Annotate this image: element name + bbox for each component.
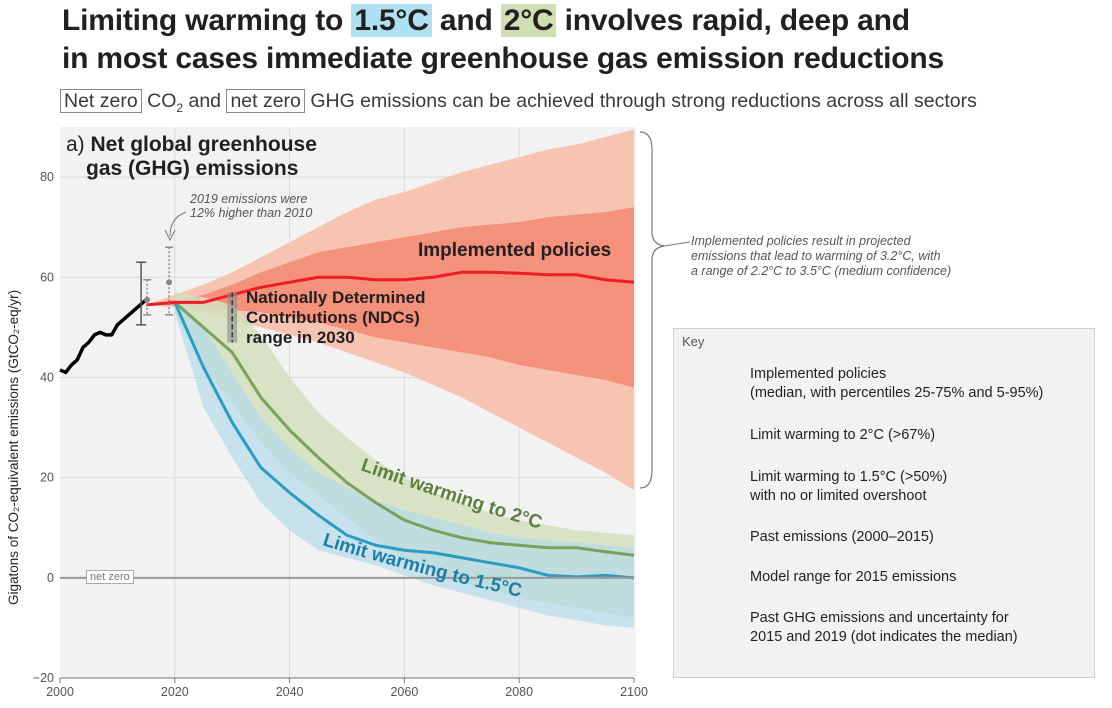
key-item-limit-1-5-line2: with no or limited overshoot	[750, 488, 927, 504]
y-tick-label: 40	[40, 370, 54, 384]
key-item-past-line1: Past emissions (2000–2015)	[750, 529, 934, 545]
key-item-limit-2-line1: Limit warming to 2°C (>67%)	[750, 427, 936, 443]
title-part2: and	[431, 4, 501, 37]
legend-key: Key Implemented policies (median, with p…	[673, 328, 1095, 678]
annotation-2019-arrowhead	[164, 229, 176, 242]
x-tick-label: 2040	[276, 685, 304, 699]
annotation-implemented-line3: a range of 2.2°C to 3.5°C (medium confid…	[691, 264, 952, 278]
line-past-emissions	[59, 298, 148, 375]
ndc-label: Nationally Determined Contributions (NDC…	[246, 288, 426, 348]
past-uncertainty-median-dot	[166, 279, 173, 286]
annotation-2019-line2: 12% higher than 2010	[190, 206, 313, 220]
y-tick-label: 60	[40, 270, 54, 284]
key-item-limit-2: Limit warming to 2°C (>67%)	[750, 426, 935, 445]
annotation-implemented-line2: emissions that lead to warming of 3.2°C,…	[691, 249, 941, 263]
y-tick-label: −20	[33, 671, 54, 685]
annotation-implemented-line1: Implemented policies result in projected	[691, 234, 911, 248]
key-item-past: Past emissions (2000–2015)	[750, 528, 934, 547]
chart-title: Limiting warming to 1.5°C and 2°C involv…	[62, 2, 1102, 78]
panel-title: a) Net global greenhouse gas (GHG) emiss…	[66, 133, 317, 181]
annotation-2019-arrow	[169, 211, 187, 237]
title-highlight-2: 2°C	[500, 4, 557, 37]
key-title: Key	[682, 334, 705, 349]
key-item-past-uncertainty-line2: 2015 and 2019 (dot indicates the median)	[750, 629, 1018, 645]
key-item-past-uncertainty: Past GHG emissions and uncertainty for 2…	[750, 609, 1018, 647]
key-item-model-range: Model range for 2015 emissions	[750, 568, 956, 587]
title-highlight-1-5: 1.5°C	[351, 4, 432, 37]
title-part3: involves rapid, deep and	[556, 4, 911, 37]
x-tick-label: 2080	[505, 685, 533, 699]
annotation-2019: 2019 emissions were 12% higher than 2010	[190, 192, 312, 220]
chart-uncertainty-bars	[136, 246, 238, 343]
band-limit-2	[174, 292, 635, 618]
implemented-range-brace	[639, 131, 665, 489]
line-limit-1-5	[173, 301, 635, 580]
y-tick-label: 20	[40, 471, 54, 485]
key-item-implemented-line2: (median, with percentiles 25-75% and 5-9…	[750, 385, 1044, 401]
y-axis-label: Gigatons of CO₂-equivalent emissions (Gt…	[6, 289, 21, 605]
net-zero-label: net zero	[86, 570, 134, 584]
title-line2: in most cases immediate greenhouse gas e…	[62, 42, 945, 75]
ndc-label-line2: Contributions (NDCs)	[246, 308, 420, 327]
title-part1: Limiting warming to	[62, 4, 352, 37]
ndc-label-line1: Nationally Determined	[246, 288, 426, 307]
subtitle: Net zero CO2 and net zero GHG emissions …	[60, 89, 977, 115]
annotation-2019-line1: 2019 emissions were	[190, 192, 308, 206]
key-item-implemented: Implemented policies (median, with perce…	[750, 365, 1043, 403]
panel-label-prefix: a)	[66, 133, 91, 156]
y-tick-label: 80	[40, 170, 54, 184]
x-tick-label: 2060	[390, 685, 418, 699]
ndc-label-line3: range in 2030	[246, 328, 355, 347]
key-item-limit-1-5: Limit warming to 1.5°C (>50%) with no or…	[750, 468, 947, 506]
subtitle-co2-text: CO	[147, 90, 177, 112]
subtitle-rest: GHG emissions can be achieved through st…	[304, 90, 977, 112]
line-limit-2	[173, 301, 635, 557]
key-item-model-range-line1: Model range for 2015 emissions	[750, 569, 957, 585]
subtitle-box-net-zero-1: Net zero	[60, 89, 142, 113]
subtitle-box-net-zero-2: net zero	[226, 89, 305, 113]
past-uncertainty-median-dot	[144, 296, 151, 303]
x-tick-label: 2000	[46, 685, 74, 699]
band-implemented-25-75	[146, 207, 634, 388]
x-tick-label: 2100	[620, 685, 648, 699]
implemented-annotation-leader	[663, 241, 691, 247]
x-tick-label: 2020	[161, 685, 189, 699]
panel-label-line1: Net global greenhouse	[90, 133, 317, 156]
annotation-implemented: Implemented policies result in projected…	[691, 234, 1011, 279]
subtitle-co2: CO2	[147, 90, 184, 115]
key-item-limit-1-5-line1: Limit warming to 1.5°C (>50%)	[750, 469, 948, 485]
key-item-past-uncertainty-line1: Past GHG emissions and uncertainty for	[750, 610, 1009, 626]
subtitle-mid: and	[183, 90, 227, 112]
key-item-implemented-line1: Implemented policies	[750, 366, 887, 382]
panel-label-line2: gas (GHG) emissions	[86, 157, 299, 180]
subtitle-co2-sub: 2	[176, 100, 184, 115]
y-tick-label: 0	[47, 571, 54, 585]
implemented-policies-label: Implemented policies	[418, 240, 612, 261]
